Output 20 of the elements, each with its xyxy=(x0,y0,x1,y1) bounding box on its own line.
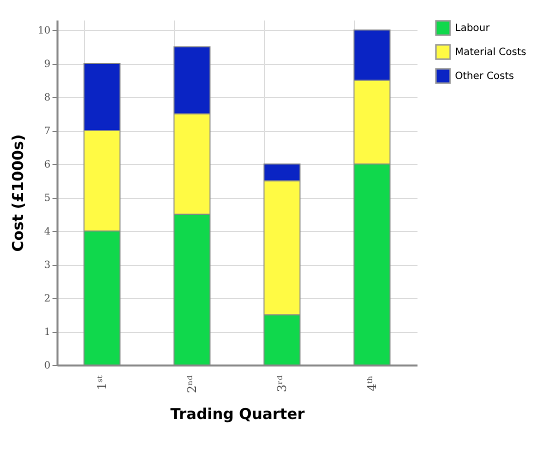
y-tick-label: 3 xyxy=(44,260,50,272)
y-tick-label: 4 xyxy=(44,226,50,238)
legend-label: Labour xyxy=(455,23,491,34)
x-axis-title: Trading Quarter xyxy=(170,405,306,424)
y-tick-label: 10 xyxy=(38,26,50,37)
y-tick-label: 5 xyxy=(44,193,50,204)
y-axis-title: Cost (£1000s) xyxy=(8,134,27,252)
y-tick-label: 0 xyxy=(44,360,50,372)
y-tick-label: 9 xyxy=(44,59,50,70)
y-tick-label: 8 xyxy=(44,92,50,104)
x-tick-label: 2ⁿᵈ xyxy=(185,375,199,394)
x-tick-label: 3ʳᵈ xyxy=(275,375,289,392)
legend-label: Material Costs xyxy=(455,47,526,58)
y-tick-label: 2 xyxy=(44,294,50,305)
x-tick-label: 4ᵗʰ xyxy=(365,376,379,392)
y-tick-label: 7 xyxy=(44,126,50,138)
legend-label: Other Costs xyxy=(455,71,514,82)
y-tick-label: 6 xyxy=(44,160,50,171)
x-tick-label: 1ˢᵗ xyxy=(95,375,109,390)
y-tick-label: 1 xyxy=(44,327,50,338)
